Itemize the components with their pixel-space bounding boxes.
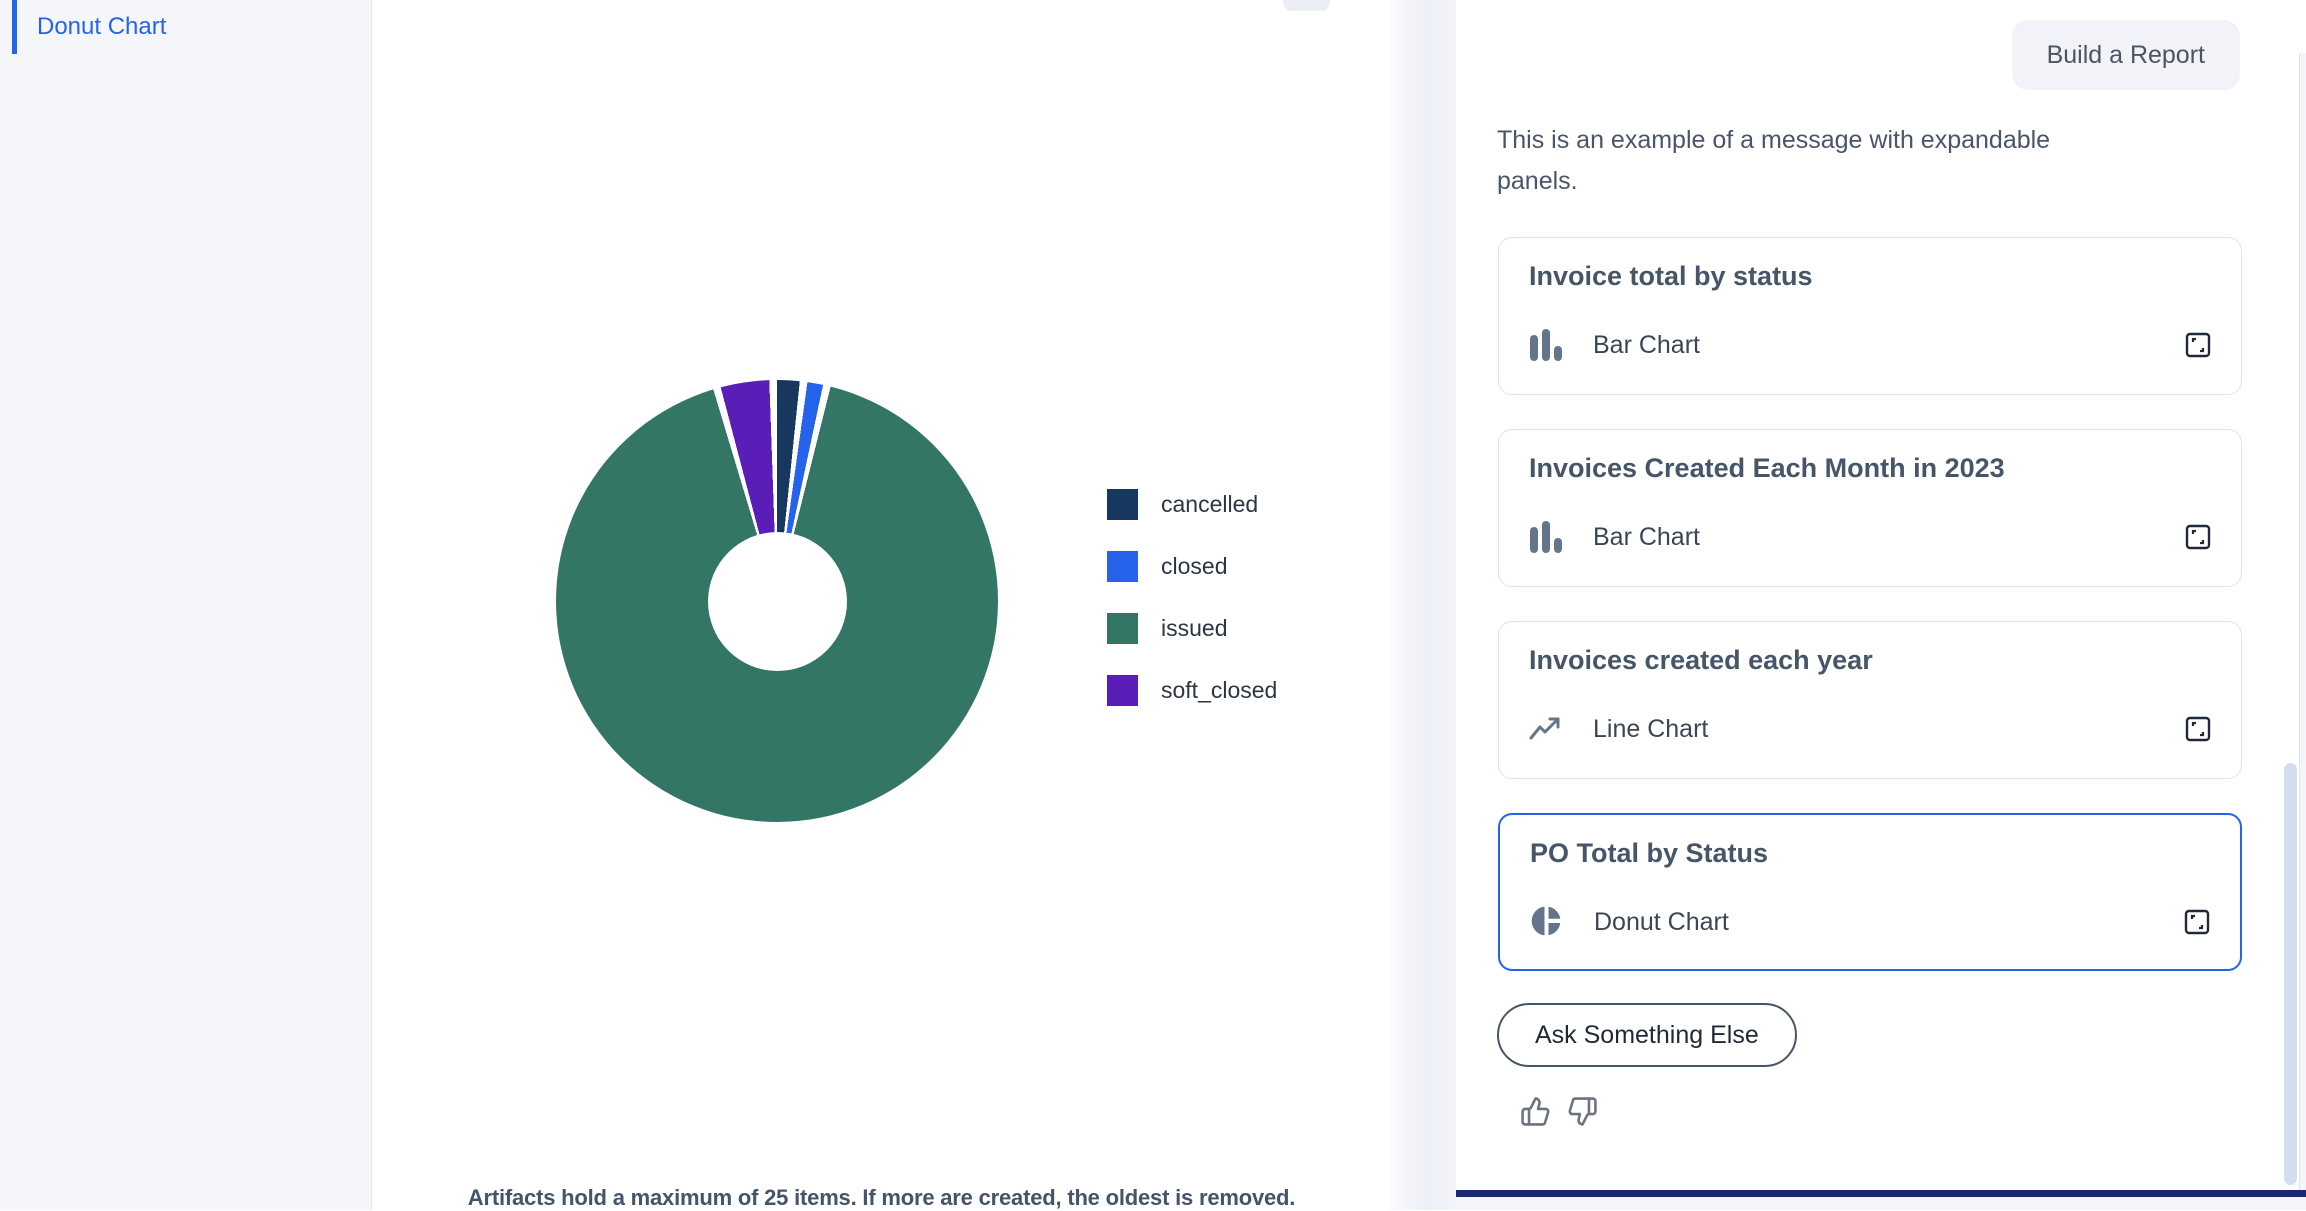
scrollbar-track-border xyxy=(2299,53,2300,1190)
pane-divider xyxy=(1390,0,1456,1210)
chart-legend: cancelled closed issued soft_closed xyxy=(1107,489,1277,706)
sidebar-item-donut-chart[interactable]: Donut Chart xyxy=(0,0,371,54)
legend-swatch-soft-closed xyxy=(1107,675,1138,706)
card-chart-type: Line Chart xyxy=(1593,714,1709,743)
card-chart-type: Bar Chart xyxy=(1593,522,1700,551)
chart-card-invoices-created-each-month[interactable]: Invoices Created Each Month in 2023 Bar … xyxy=(1498,429,2242,587)
expand-icon[interactable] xyxy=(2184,908,2210,936)
scrollbar-thumb[interactable] xyxy=(2284,763,2297,1185)
legend-item: closed xyxy=(1107,551,1277,582)
legend-item: issued xyxy=(1107,613,1277,644)
sidebar-item-label: Donut Chart xyxy=(37,13,167,40)
legend-item: soft_closed xyxy=(1107,675,1277,706)
scrolled-button-remnant xyxy=(1283,0,1330,11)
chart-card-po-total-by-status[interactable]: PO Total by Status Donut Chart xyxy=(1498,813,2242,971)
legend-swatch-cancelled xyxy=(1107,489,1138,520)
donut-chart-icon xyxy=(1530,905,1564,939)
legend-label: closed xyxy=(1161,553,1228,579)
expand-icon[interactable] xyxy=(2185,715,2211,743)
chat-input-top-border xyxy=(1456,1190,2306,1197)
expandable-panels: Invoice total by status Bar Chart Invoic… xyxy=(1498,237,2242,971)
card-title: Invoices created each year xyxy=(1529,645,1873,675)
bar-chart-icon xyxy=(1529,520,1563,554)
chat-input-area-edge xyxy=(1456,1197,2306,1210)
card-row: Donut Chart xyxy=(1530,905,2210,939)
build-report-button[interactable]: Build a Report xyxy=(2011,20,2240,90)
card-title: PO Total by Status xyxy=(1530,838,1769,868)
chat-panel: Build a Report This is an example of a m… xyxy=(1456,0,2306,1210)
thumbs-down-icon[interactable] xyxy=(1567,1096,1598,1127)
card-row: Line Chart xyxy=(1529,712,2211,746)
card-title: Invoice total by status xyxy=(1529,261,1813,291)
legend-label: soft_closed xyxy=(1161,677,1278,703)
legend-label: issued xyxy=(1161,615,1228,641)
artifact-viewer: cancelled closed issued soft_closed Arti… xyxy=(373,0,1390,1210)
donut-chart xyxy=(556,380,998,822)
card-row: Bar Chart xyxy=(1529,328,2211,362)
active-indicator-bar xyxy=(12,0,17,54)
legend-label: cancelled xyxy=(1161,491,1259,517)
card-row: Bar Chart xyxy=(1529,520,2211,554)
ask-something-else-button[interactable]: Ask Something Else xyxy=(1497,1003,1797,1067)
legend-swatch-issued xyxy=(1107,613,1138,644)
card-chart-type: Bar Chart xyxy=(1593,330,1700,359)
line-chart-icon xyxy=(1529,712,1563,746)
chart-card-invoice-total-by-status[interactable]: Invoice total by status Bar Chart xyxy=(1498,237,2242,395)
expand-icon[interactable] xyxy=(2185,331,2211,359)
thumbs-up-icon[interactable] xyxy=(1520,1096,1551,1127)
legend-item: cancelled xyxy=(1107,489,1277,520)
card-chart-type: Donut Chart xyxy=(1594,907,1729,936)
assistant-message: This is an example of a message with exp… xyxy=(1497,126,2051,195)
legend-swatch-closed xyxy=(1107,551,1138,582)
window-edge xyxy=(2300,53,2306,1190)
artifacts-sidebar: Donut Chart xyxy=(0,0,372,1210)
expand-icon[interactable] xyxy=(2185,523,2211,551)
card-title: Invoices Created Each Month in 2023 xyxy=(1529,453,2005,483)
artifacts-limit-note: Artifacts hold a maximum of 25 items. If… xyxy=(467,1185,1296,1210)
bar-chart-icon xyxy=(1529,328,1563,362)
chart-card-invoices-created-each-year[interactable]: Invoices created each year Line Chart xyxy=(1498,621,2242,779)
feedback-buttons xyxy=(1520,1096,1598,1127)
